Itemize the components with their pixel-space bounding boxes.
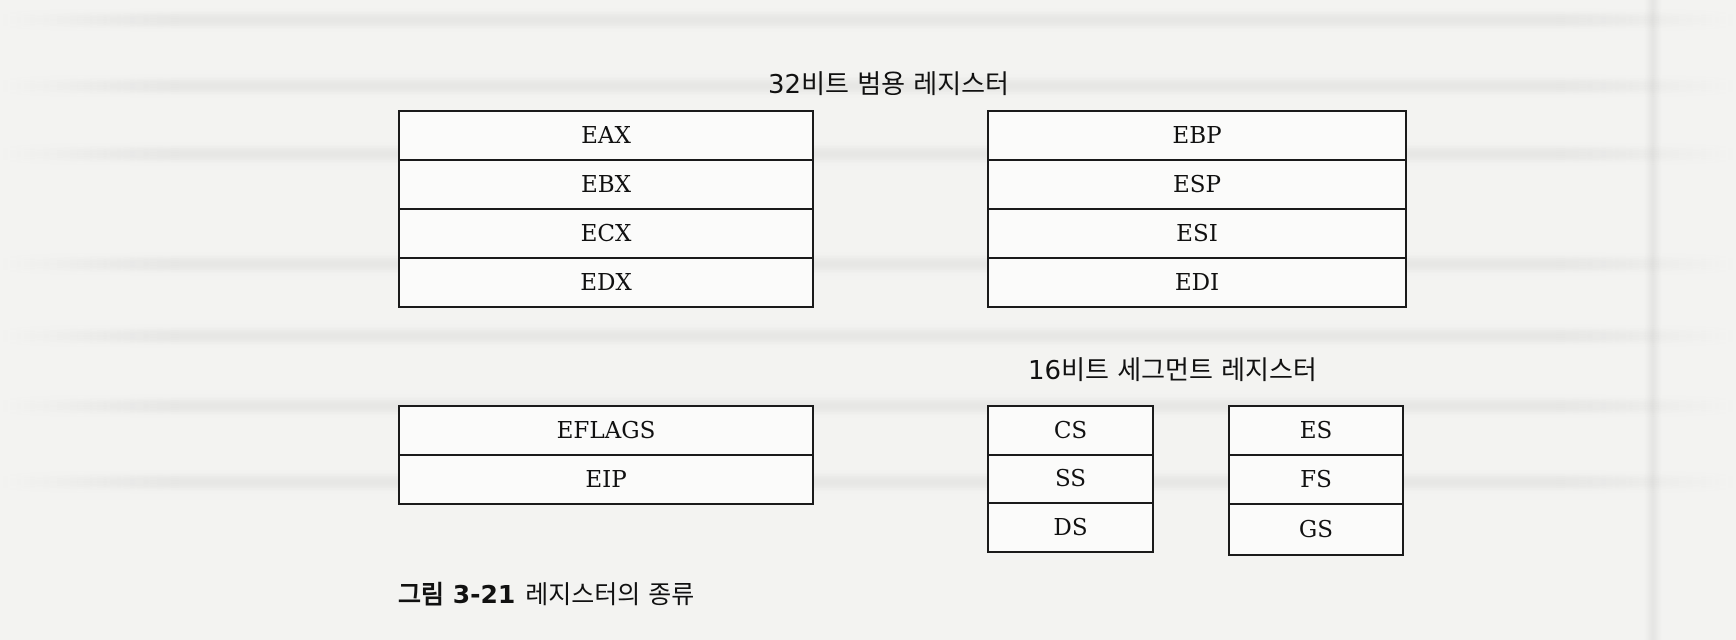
background-page-edge (1644, 0, 1662, 640)
register-esp: ESP (989, 161, 1405, 210)
background-bleed-line (0, 258, 1736, 270)
segment-register-group-right: ES FS GS (1228, 405, 1404, 556)
background-bleed-line (0, 476, 1736, 488)
figure-number: 그림 3-21 (398, 580, 515, 609)
register-fs: FS (1230, 456, 1402, 505)
background-bleed-line (0, 148, 1736, 160)
register-ecx: ECX (400, 210, 812, 259)
register-edi: EDI (989, 259, 1405, 306)
segment-registers-title: 16비트 세그먼트 레지스터 (1028, 350, 1317, 387)
register-ebx: EBX (400, 161, 812, 210)
register-eax: EAX (400, 112, 812, 161)
general-purpose-registers-title: 32비트 범용 레지스터 (768, 64, 1009, 101)
register-ebp: EBP (989, 112, 1405, 161)
register-ss: SS (989, 456, 1152, 504)
background-bleed-line (0, 330, 1736, 342)
register-eflags: EFLAGS (400, 407, 812, 456)
figure-caption-text: 레지스터의 종류 (525, 580, 694, 609)
figure-caption: 그림 3-21 레지스터의 종류 (398, 575, 694, 611)
background-bleed-line (0, 14, 1736, 26)
register-eip: EIP (400, 456, 812, 503)
general-purpose-register-group-left: EAX EBX ECX EDX (398, 110, 814, 308)
register-ds: DS (989, 504, 1152, 551)
register-edx: EDX (400, 259, 812, 306)
register-gs: GS (1230, 505, 1402, 554)
register-cs: CS (989, 407, 1152, 456)
general-purpose-register-group-right: EBP ESP ESI EDI (987, 110, 1407, 308)
register-esi: ESI (989, 210, 1405, 259)
register-es: ES (1230, 407, 1402, 456)
background-bleed-line (0, 400, 1736, 412)
control-register-group: EFLAGS EIP (398, 405, 814, 505)
segment-register-group-left: CS SS DS (987, 405, 1154, 553)
